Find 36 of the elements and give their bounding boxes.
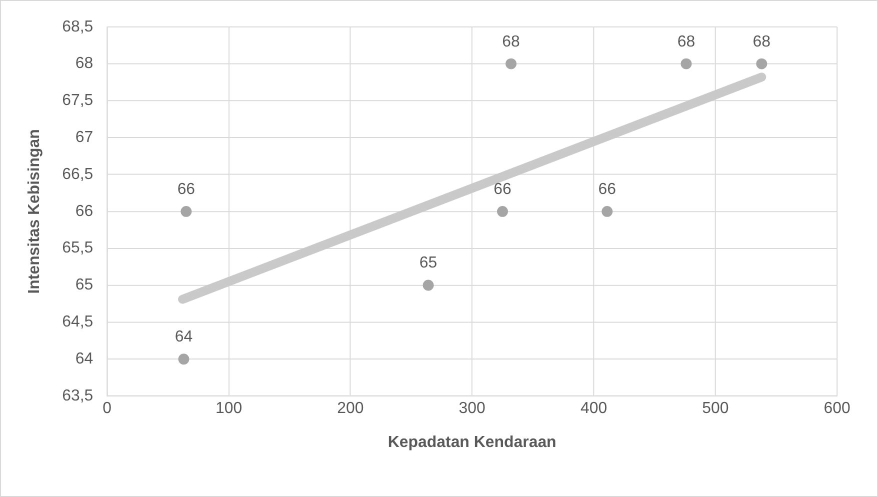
- point: [680, 58, 692, 70]
- x-tick-label: 200: [337, 400, 364, 417]
- point: [180, 206, 192, 217]
- point: [497, 206, 508, 217]
- data-label: 68: [752, 33, 771, 50]
- x-tick-label: 0: [102, 400, 112, 417]
- y-tick-label: 68: [75, 55, 94, 72]
- y-tick-label: 64,5: [62, 314, 94, 331]
- point: [602, 206, 613, 217]
- data-label: 68: [677, 33, 696, 50]
- x-axis-title: Kepadatan Kendaraan: [388, 434, 556, 451]
- data-label: 64: [174, 328, 193, 346]
- point: [178, 354, 190, 365]
- y-tick-label: 66,5: [62, 166, 94, 183]
- point: [756, 58, 768, 70]
- y-tick-label: 65,5: [62, 240, 94, 257]
- y-tick-label: 64: [75, 350, 94, 368]
- point: [506, 58, 517, 70]
- y-tick-label: 65: [75, 276, 94, 294]
- data-label: 65: [419, 254, 438, 272]
- y-tick-label: 66: [75, 202, 94, 220]
- x-tick-label: 400: [580, 400, 608, 417]
- point: [422, 280, 434, 291]
- x-tick-label: 100: [215, 400, 242, 417]
- data-label: 66: [598, 180, 616, 198]
- y-tick-label: 63,5: [62, 387, 94, 404]
- x-tick-label: 500: [702, 400, 729, 417]
- y-tick-label: 67,5: [62, 92, 94, 110]
- y-tick-label: 67: [75, 129, 94, 146]
- y-tick-label: 68,5: [62, 18, 94, 36]
- x-tick-label: 300: [458, 400, 486, 417]
- data-label: 66: [494, 180, 512, 198]
- data-label: 68: [502, 33, 520, 50]
- x-tick-label: 600: [824, 400, 851, 417]
- y-axis-title: Intensitas Kebisingan: [26, 129, 43, 294]
- data-label: 66: [177, 180, 196, 198]
